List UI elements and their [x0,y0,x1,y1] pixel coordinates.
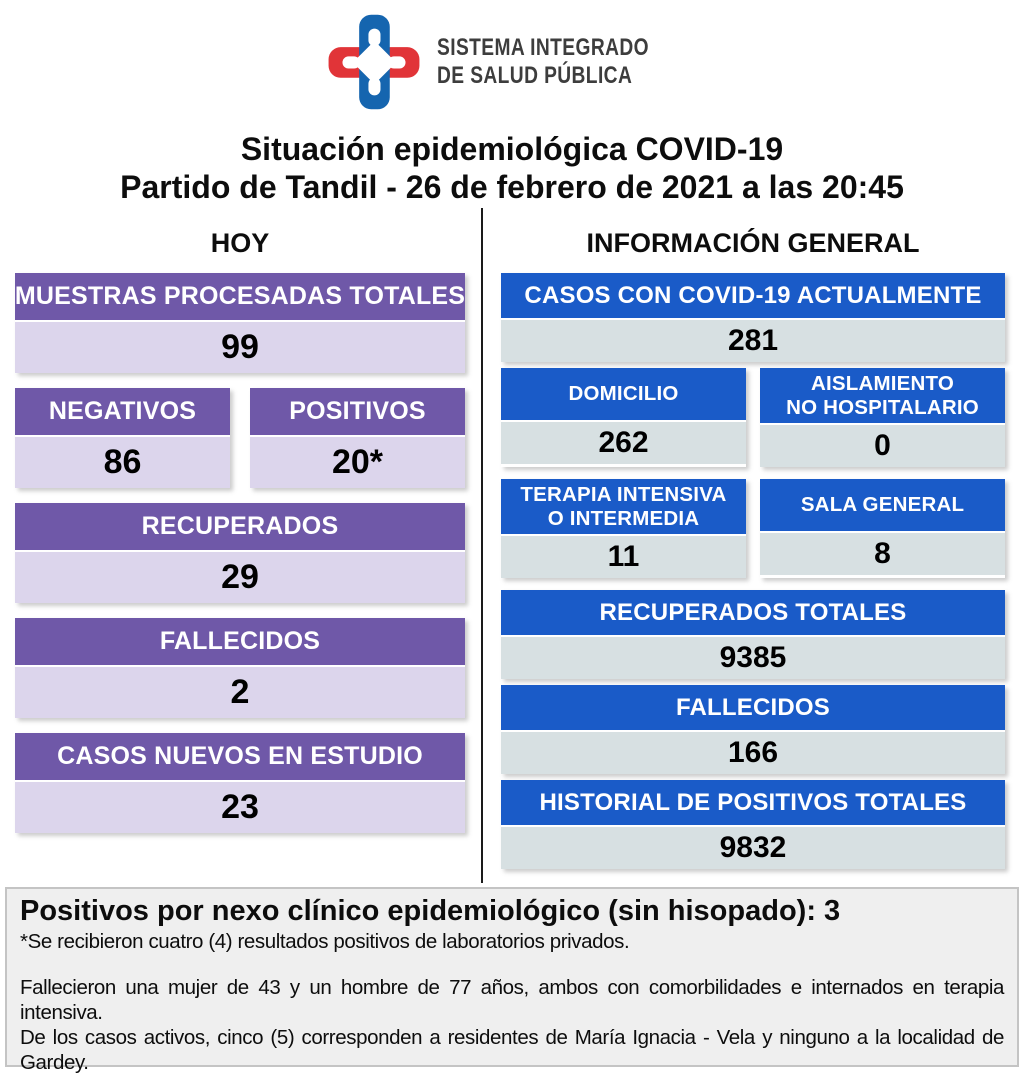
stat-positivos: POSITIVOS 20* [250,388,465,488]
stat-casos-actuales: CASOS CON COVID-19 ACTUALMENTE 281 [501,273,1005,362]
page-title: Situación epidemiológica COVID-19 Partid… [0,130,1024,206]
stat-recuperados-totales-value: 9385 [501,637,1005,680]
stat-aislamiento-value: 0 [760,425,1005,468]
stat-aislamiento-label: AISLAMIENTO NO HOSPITALARIO [760,368,1005,424]
column-hoy: HOY MUESTRAS PROCESADAS TOTALES 99 NEGAT… [0,208,481,883]
stat-recuperados-hoy-label: RECUPERADOS [15,503,465,550]
footer-headline: Positivos por nexo clínico epidemiológic… [20,895,841,928]
stat-recuperados-totales: RECUPERADOS TOTALES 9385 [501,590,1005,680]
stat-domicilio-label-text: DOMICILIO [568,382,679,406]
stat-muestras-label: MUESTRAS PROCESADAS TOTALES [15,273,465,320]
stat-terapia-label-line1: TERAPIA INTENSIVA [520,483,727,507]
stat-fallecidos-hoy: FALLECIDOS 2 [15,618,465,718]
stat-domicilio-value: 262 [501,422,746,464]
stat-fallecidos-totales-value: 166 [501,732,1005,775]
stat-recuperados-hoy-value: 29 [15,552,465,603]
stat-fallecidos-hoy-label: FALLECIDOS [15,618,465,665]
logo-wordmark-line1: SISTEMA INTEGRADO [436,33,649,61]
stat-negativos-value: 86 [15,437,230,488]
stat-muestras-value: 99 [15,322,465,373]
stat-historial-positivos-value: 9832 [501,827,1005,870]
stat-casos-nuevos-label: CASOS NUEVOS EN ESTUDIO [15,733,465,780]
stat-negativos: NEGATIVOS 86 [15,388,230,488]
stat-casos-actuales-label: CASOS CON COVID-19 ACTUALMENTE [501,273,1005,318]
stat-recuperados-totales-label: RECUPERADOS TOTALES [501,590,1005,636]
stats-columns: HOY MUESTRAS PROCESADAS TOTALES 99 NEGAT… [0,208,1024,884]
stat-sala-general-label-text: SALA GENERAL [800,493,965,517]
stat-terapia-label: TERAPIA INTENSIVA O INTERMEDIA [501,479,746,535]
health-system-logo-icon [328,14,419,110]
stat-terapia-intensiva: TERAPIA INTENSIVA O INTERMEDIA 11 [501,479,746,579]
stat-row-neg-pos: NEGATIVOS 86 POSITIVOS 20* [15,388,465,488]
column-informacion-general: INFORMACIÓN GENERAL CASOS CON COVID-19 A… [483,208,1024,883]
stat-casos-nuevos: CASOS NUEVOS EN ESTUDIO 23 [15,733,465,833]
stat-fallecidos-totales-label: FALLECIDOS [501,685,1005,731]
footer-spacer [20,954,1004,975]
column-divider [481,208,483,884]
stat-terapia-label-line2: O INTERMEDIA [547,506,700,530]
page-title-line1: Situación epidemiológica COVID-19 [240,131,784,167]
logo-wordmark: SISTEMA INTEGRADO DE SALUD PÚBLICA [437,34,649,91]
page-title-line2: Partido de Tandil - 26 de febrero de 202… [120,169,904,205]
stat-terapia-value: 11 [501,536,746,579]
stat-positivos-label: POSITIVOS [250,388,465,435]
stat-aislamiento-label-line2: NO HOSPITALARIO [786,395,979,419]
stat-recuperados-hoy: RECUPERADOS 29 [15,503,465,603]
stat-row-terapia-sala: TERAPIA INTENSIVA O INTERMEDIA 11 SALA G… [501,479,1005,584]
stat-negativos-label: NEGATIVOS [15,388,230,435]
stat-muestras-procesadas: MUESTRAS PROCESADAS TOTALES 99 [15,273,465,373]
stat-fallecidos-totales: FALLECIDOS 166 [501,685,1005,775]
footer-notes-box: Positivos por nexo clínico epidemiológic… [5,887,1019,1074]
stat-historial-positivos-label: HISTORIAL DE POSITIVOS TOTALES [501,780,1005,826]
stat-fallecidos-hoy-value: 2 [15,667,465,718]
stat-casos-actuales-value: 281 [501,320,1005,362]
stat-positivos-value: 20* [250,437,465,488]
stat-aislamiento: AISLAMIENTO NO HOSPITALARIO 0 [760,368,1005,468]
stat-sala-general-label: SALA GENERAL [760,479,1005,532]
column-hoy-title: HOY [210,228,270,258]
stat-row-domicilio-aislamiento: DOMICILIO 262 AISLAMIENTO NO HOSPITALARI… [501,368,1005,473]
footer-note-labs: *Se recibieron cuatro (4) resultados pos… [20,930,630,954]
stat-aislamiento-label-line1: AISLAMIENTO [810,372,955,395]
stat-domicilio: DOMICILIO 262 [501,368,746,467]
column-general-title: INFORMACIÓN GENERAL [586,228,920,258]
header-logo-row: SISTEMA INTEGRADO DE SALUD PÚBLICA [0,10,1024,114]
stat-casos-nuevos-value: 23 [15,782,465,833]
logo-wordmark-line2: DE SALUD PÚBLICA [436,62,632,89]
stat-domicilio-label: DOMICILIO [501,368,746,420]
stat-sala-general: SALA GENERAL 8 [760,479,1005,578]
stat-sala-general-value: 8 [760,533,1005,576]
footer-note-fallecidos: Fallecieron una mujer de 43 y un hombre … [20,976,1004,1025]
footer-note-localidades: De los casos activos, cinco (5) correspo… [20,1026,1004,1075]
stat-historial-positivos: HISTORIAL DE POSITIVOS TOTALES 9832 [501,780,1005,870]
